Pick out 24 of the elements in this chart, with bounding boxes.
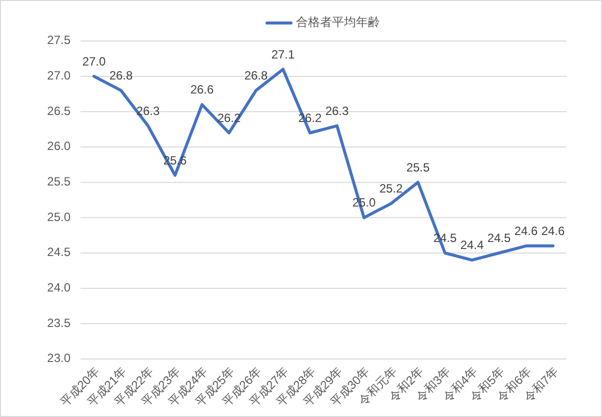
data-label: 24.5 [487,231,511,245]
data-label: 27.1 [271,47,295,62]
y-tick-label: 23.0 [47,351,71,366]
y-tick-label: 27.5 [47,33,71,48]
data-label: 27.0 [82,54,106,68]
data-label: 26.8 [244,68,268,82]
y-tick-label: 25.5 [47,174,71,189]
y-tick-label: 27.0 [47,68,71,83]
y-tick-label: 24.5 [47,245,71,260]
data-label: 25.2 [379,182,403,196]
data-label: 24.6 [541,224,565,238]
y-tick-label: 25.0 [47,210,71,224]
y-tick-label: 26.5 [47,104,71,118]
y-tick-label: 23.5 [47,316,71,330]
y-tick-label: 26.0 [47,139,71,154]
data-label: 26.6 [190,82,214,97]
legend-label: 合格者平均年齢 [296,15,380,30]
data-label: 24.4 [460,238,484,252]
data-label: 26.3 [325,104,349,118]
y-tick-label: 24.0 [47,280,71,295]
data-label: 26.3 [136,104,160,118]
data-label: 25.5 [406,160,430,174]
data-label: 26.8 [109,68,133,82]
data-label: 24.6 [514,224,538,238]
